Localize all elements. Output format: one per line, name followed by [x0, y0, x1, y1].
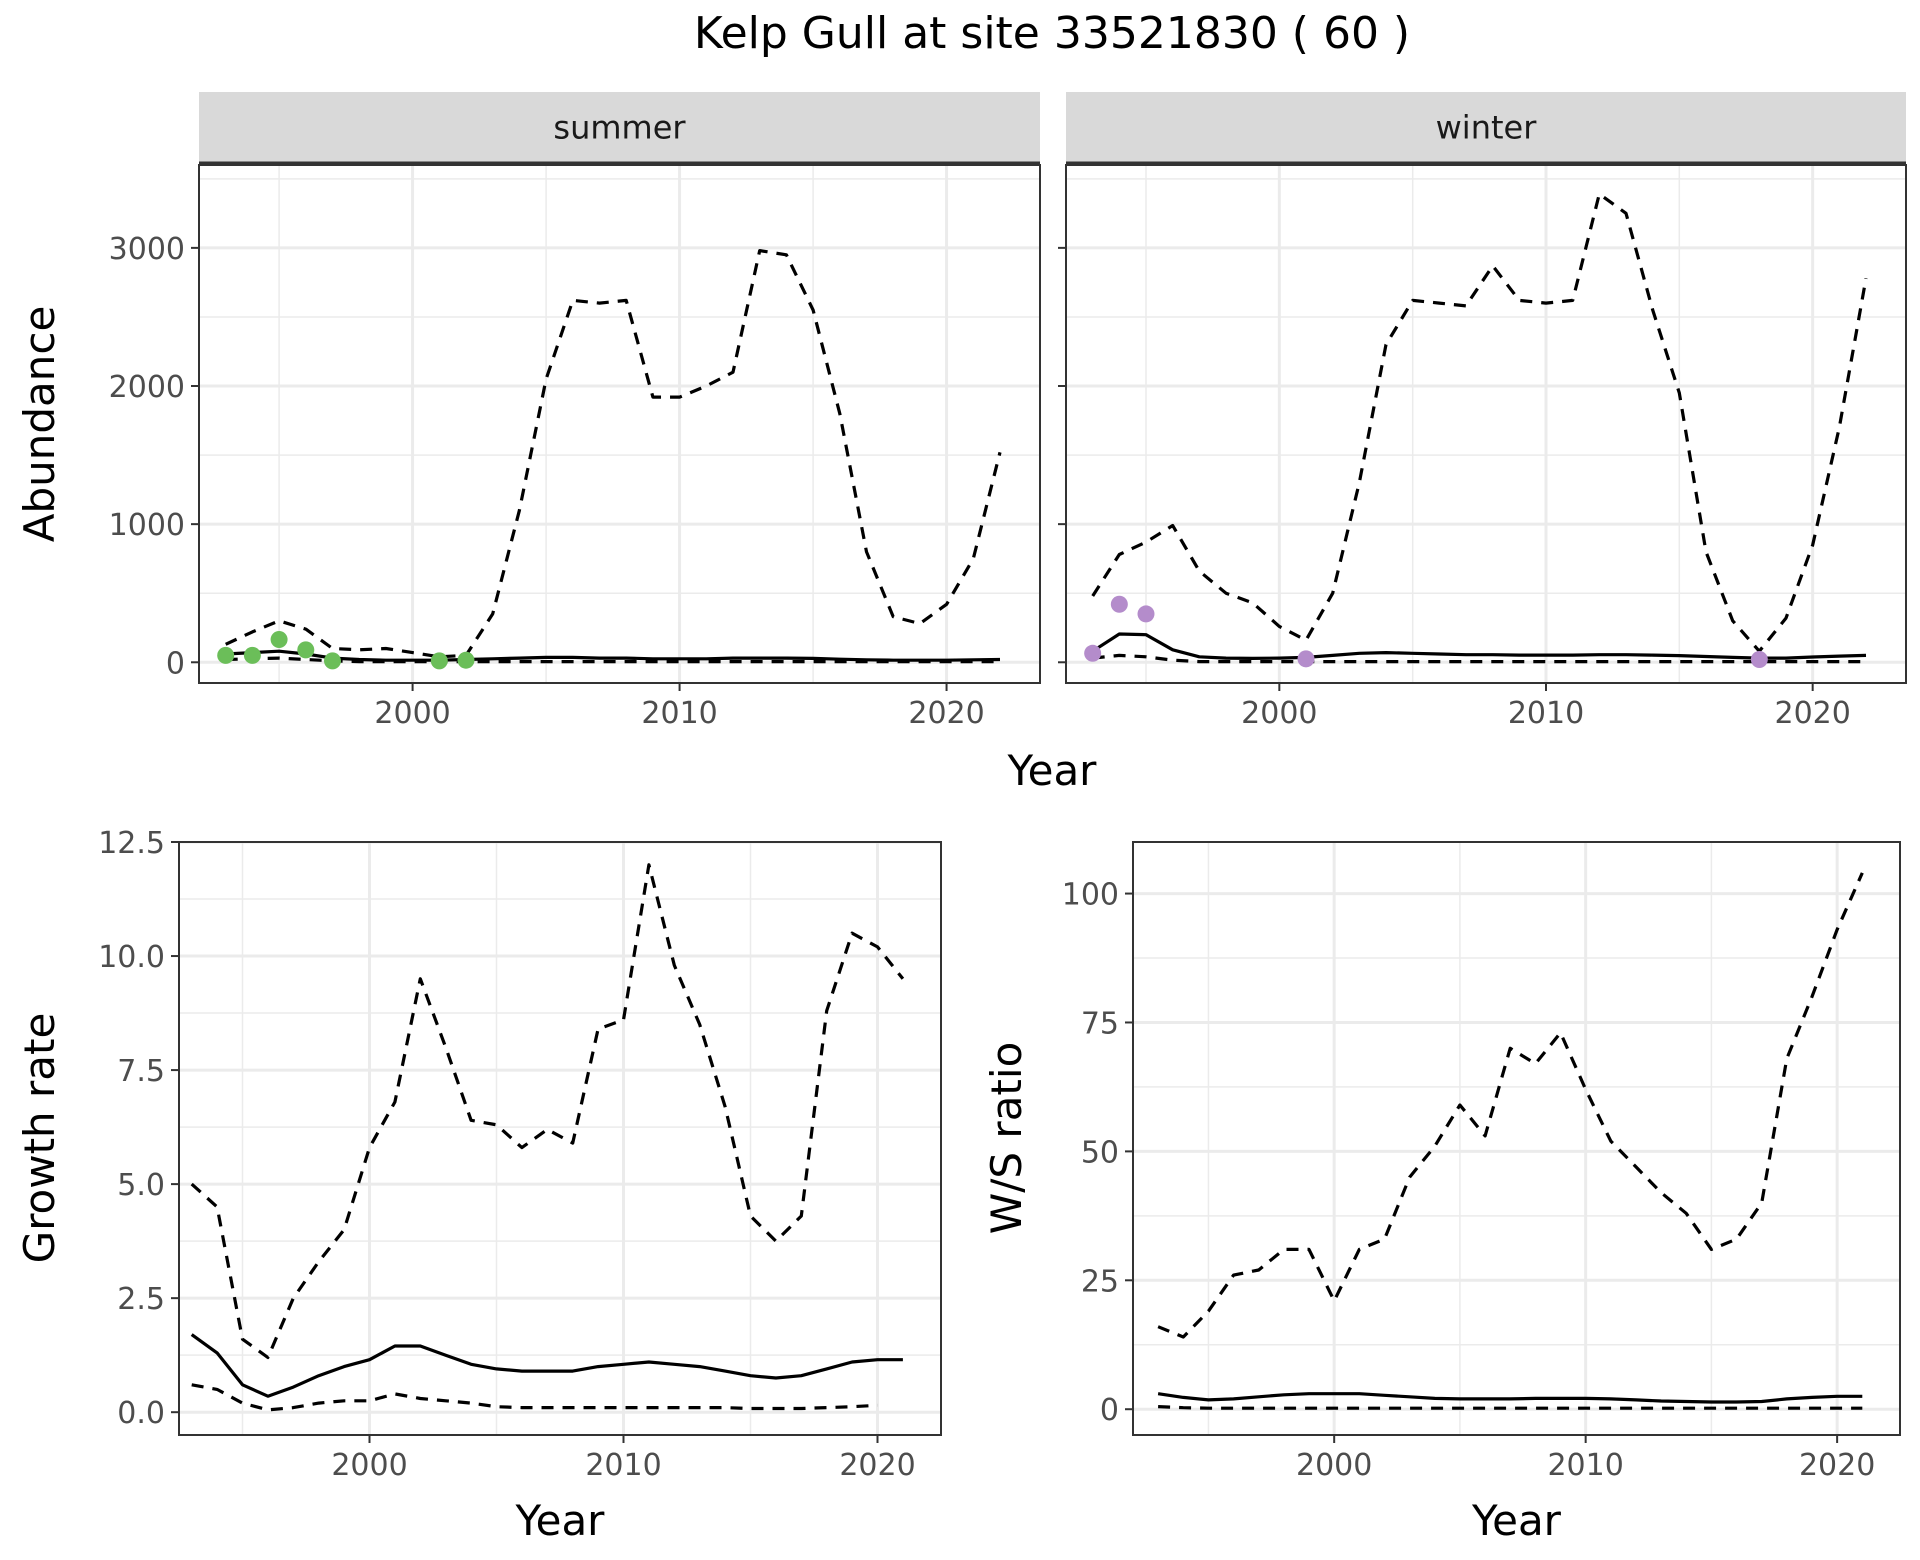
panel-border	[178, 841, 942, 1436]
series-line-solid-0	[1091, 632, 1867, 661]
data-point	[323, 652, 341, 670]
x-tick-label: 2000	[1241, 696, 1317, 731]
x-tick-label: 2020	[908, 696, 984, 731]
y-axis-label: W/S ratio	[982, 1042, 1031, 1235]
x-tick-label: 2000	[374, 696, 450, 731]
y-tick-label: 75	[1081, 1006, 1119, 1041]
x-tick-label: 2020	[839, 1448, 915, 1483]
panel-growth: 2000 2010 2020 0.0 2.5 5.0 7.5 10.0 12.5 Growth r…	[15, 826, 942, 1545]
figure-title: Kelp Gull at site 33521830 ( 60 )	[694, 8, 1410, 59]
panel-summer: summer 2000 2010 2020 0 1000 2000 3000 Abundance	[15, 92, 1041, 731]
y-tick-label: 0	[166, 646, 185, 681]
series-line-dashed-2	[191, 1383, 878, 1412]
series-line-dashed-1	[190, 863, 905, 1360]
facet-strip-label: winter	[1436, 109, 1538, 147]
data-point	[1110, 595, 1128, 613]
series-group	[217, 249, 1002, 670]
y-tick-label: 3000	[109, 232, 185, 267]
series-group	[1084, 192, 1868, 669]
panel-ratio: 2000 2010 2020 0 25 50 75 100 W/S ratio Year	[982, 841, 1901, 1545]
panel-border	[1065, 164, 1907, 684]
x-tick-label: 2010	[641, 696, 717, 731]
y-tick-label: 0.0	[117, 1396, 165, 1431]
y-tick-label: 2000	[109, 370, 185, 405]
data-point	[457, 651, 475, 669]
y-tick-label: 7.5	[117, 1054, 165, 1089]
y-tick-label: 5.0	[117, 1168, 165, 1203]
x-axis-label: Year	[515, 1496, 606, 1545]
panel-border	[1132, 841, 1901, 1436]
gridlines	[179, 842, 941, 1435]
gridlines	[1066, 165, 1906, 683]
y-tick-label: 50	[1081, 1135, 1119, 1170]
y-tick-label: 12.5	[98, 826, 165, 861]
facet-strip	[1066, 92, 1906, 163]
data-point	[243, 646, 261, 664]
data-point	[1137, 605, 1155, 623]
data-point	[217, 646, 235, 664]
facet-strip-label: summer	[553, 109, 686, 147]
data-point	[1297, 650, 1315, 668]
series-group	[1157, 872, 1864, 1410]
data-point	[1084, 644, 1102, 662]
shared-x-axis-label: Year	[1007, 746, 1098, 795]
series-line-dashed-1	[1091, 192, 1868, 653]
x-axis-label: Year	[1471, 1496, 1562, 1545]
data-point	[270, 630, 288, 648]
y-axis-label: Abundance	[15, 306, 64, 543]
data-point	[297, 641, 315, 659]
x-tick-label: 2020	[1799, 1448, 1875, 1483]
series-group	[190, 863, 905, 1412]
y-tick-label: 1000	[109, 508, 185, 543]
panel-winter: winter 2000 2010 2020	[1058, 92, 1907, 731]
x-tick-label: 2010	[1508, 696, 1584, 731]
x-tick-label: 2010	[1547, 1448, 1623, 1483]
series-line-dashed-2	[1092, 653, 1866, 664]
panel-border	[198, 164, 1041, 684]
series-line-solid-0	[225, 649, 1001, 662]
y-tick-label: 25	[1081, 1264, 1119, 1299]
y-tick-label: 100	[1062, 878, 1119, 913]
series-line-dashed-1	[1157, 872, 1864, 1339]
x-tick-label: 2010	[585, 1448, 661, 1483]
x-tick-label: 2000	[1296, 1448, 1372, 1483]
series-line-solid-0	[190, 1333, 903, 1398]
data-point	[430, 652, 448, 670]
y-tick-label: 2.5	[117, 1282, 165, 1317]
y-tick-label: 10.0	[98, 940, 165, 975]
y-tick-label: 0	[1100, 1393, 1119, 1428]
facet-strip	[199, 92, 1040, 163]
data-point	[1750, 651, 1768, 669]
series-line-solid-0	[1157, 1392, 1863, 1404]
x-tick-label: 2000	[331, 1448, 407, 1483]
y-axis-label: Growth rate	[15, 1013, 64, 1264]
series-line-dashed-2	[225, 656, 1000, 664]
gridlines	[1133, 842, 1900, 1435]
x-tick-label: 2020	[1774, 696, 1850, 731]
